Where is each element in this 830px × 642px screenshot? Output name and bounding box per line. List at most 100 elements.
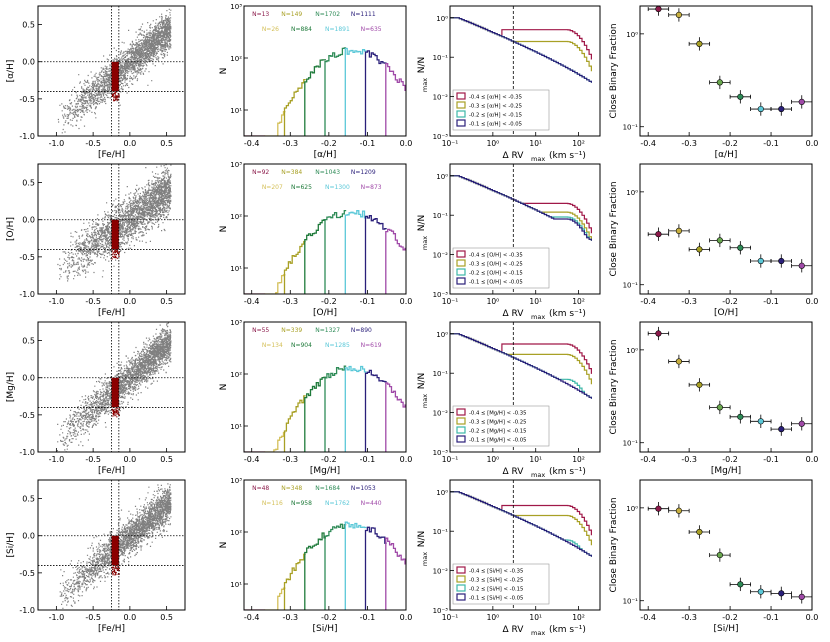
data-point bbox=[778, 426, 785, 433]
bin-count-label: N=1327 bbox=[315, 327, 340, 334]
legend-swatch bbox=[456, 435, 466, 443]
data-point bbox=[737, 244, 744, 251]
legend-label: -0.3 ≤ [Mg/H] < -0.25 bbox=[469, 420, 527, 426]
y-tick-label: 10⁻¹ bbox=[433, 212, 449, 220]
rv-curve bbox=[450, 491, 592, 536]
y-tick-label: 10⁻¹ bbox=[623, 282, 639, 290]
panel-alpha-element-vs-iron: -1.0 -1.0 -0.5 -0.5 0.0 0.0 0.5 0.5 [Fe/H] [α/H] bbox=[6, 5, 186, 160]
y-tick-label: 10⁰ bbox=[436, 331, 448, 339]
x-tick-label: -0.3 bbox=[282, 139, 298, 148]
y-tick-label: 10⁻² bbox=[433, 410, 449, 418]
x-tick-label: -0.5 bbox=[85, 297, 101, 306]
legend: -0.4 ≤ [α/H] < -0.35 -0.3 ≤ [α/H] < -0.25… bbox=[452, 89, 550, 131]
x-tick-label: -0.2 bbox=[321, 613, 337, 622]
y-tick-label: -0.5 bbox=[19, 411, 35, 420]
x-axis-label: [Mg/H] bbox=[310, 466, 340, 476]
x-tick-label: -0.3 bbox=[681, 139, 697, 148]
legend-box bbox=[452, 563, 550, 605]
data-point bbox=[798, 593, 805, 600]
y-tick-label: 0.5 bbox=[22, 495, 35, 504]
x-axis-label: Δ RV bbox=[503, 309, 525, 319]
x-axis-label: [α/H] bbox=[715, 150, 738, 160]
histogram-segment bbox=[364, 526, 387, 610]
data-point bbox=[757, 257, 764, 265]
data-point bbox=[696, 40, 703, 47]
x-axis-label-unit: (km s⁻¹) bbox=[549, 151, 586, 161]
panel-frame bbox=[639, 5, 813, 137]
y-tick-label: 10⁰ bbox=[626, 189, 638, 197]
y-tick-label: 10² bbox=[230, 55, 242, 63]
x-axis-label-unit: (km s⁻¹) bbox=[549, 309, 586, 319]
bin-count-label: N=1111 bbox=[351, 11, 376, 18]
y-axis-label-sub: max bbox=[421, 394, 429, 408]
bin-count-label: N=116 bbox=[262, 500, 283, 507]
y-tick-label: 10² bbox=[230, 371, 242, 379]
histogram-segment bbox=[385, 228, 406, 294]
bin-count-label: N=1684 bbox=[315, 485, 340, 492]
x-tick-label: -0.1 bbox=[763, 613, 779, 622]
rv-curve bbox=[450, 491, 592, 557]
histogram-segment bbox=[364, 215, 387, 294]
y-tick-label: 10⁻³ bbox=[433, 291, 449, 299]
data-point bbox=[757, 418, 764, 425]
x-axis-label-sub: max bbox=[531, 471, 545, 479]
y-tick-label: 0.5 bbox=[22, 179, 35, 188]
bin-count-label: N=635 bbox=[361, 26, 382, 33]
rv-curve bbox=[450, 17, 592, 83]
panel-frame bbox=[449, 163, 601, 295]
y-tick-label: 10² bbox=[230, 213, 242, 221]
x-axis-label-sub: max bbox=[531, 629, 545, 637]
y-tick-label: -0.5 bbox=[19, 253, 35, 262]
panel-O-binary-fraction: -0.4 -0.3 -0.2 -0.1 0.0 10⁻¹ 10⁰ [O/H] Close Bin… bbox=[609, 163, 818, 318]
y-tick-label: 10⁰ bbox=[626, 31, 638, 39]
data-point bbox=[778, 105, 785, 113]
panel-frame bbox=[243, 321, 407, 453]
panel-frame bbox=[639, 321, 813, 453]
y-axis-label: [α/H] bbox=[6, 60, 16, 83]
selection-box bbox=[111, 377, 119, 408]
x-axis-label: [α/H] bbox=[314, 150, 337, 160]
bin-count-label: N=890 bbox=[351, 327, 372, 334]
data-point bbox=[675, 11, 683, 19]
panel-alpha-binary-fraction: -0.4 -0.3 -0.2 -0.1 0.0 10⁻¹ 10⁰ [α/H] Close Bin… bbox=[609, 5, 818, 160]
x-tick-label: -0.4 bbox=[640, 297, 656, 306]
data-point bbox=[675, 358, 683, 365]
bin-count-label: N=873 bbox=[361, 184, 382, 191]
data-point bbox=[737, 581, 744, 588]
bin-count-label: N=625 bbox=[291, 184, 312, 191]
data-point bbox=[675, 227, 683, 234]
y-tick-label: 10⁰ bbox=[436, 173, 448, 181]
data-point bbox=[798, 420, 805, 427]
x-tick-label: -0.3 bbox=[681, 455, 697, 464]
y-tick-label: 10⁻¹ bbox=[623, 598, 639, 606]
legend-swatch bbox=[456, 584, 466, 592]
panel-plot-area bbox=[38, 6, 185, 136]
legend-label: -0.1 ≤ [Mg/H] < -0.05 bbox=[469, 438, 527, 444]
x-tick-label: 0.0 bbox=[124, 139, 137, 148]
panel-frame bbox=[243, 163, 407, 295]
x-tick-label: -0.4 bbox=[244, 139, 260, 148]
bin-count-label: N=339 bbox=[281, 327, 302, 334]
rv-curve bbox=[450, 333, 592, 399]
data-point bbox=[716, 404, 723, 411]
histogram-segment bbox=[283, 240, 306, 294]
legend-box bbox=[452, 89, 550, 131]
y-tick-label: 10⁰ bbox=[626, 505, 638, 513]
legend-swatch bbox=[456, 593, 466, 601]
rv-curve bbox=[450, 175, 592, 234]
legend-box bbox=[452, 247, 550, 289]
bin-count-label: N=13 bbox=[252, 11, 269, 18]
data-point bbox=[655, 505, 662, 512]
x-tick-label: 0.0 bbox=[400, 297, 413, 306]
y-tick-label: 0.5 bbox=[22, 21, 35, 30]
x-tick-label: -0.2 bbox=[321, 297, 337, 306]
legend-swatch bbox=[456, 250, 466, 258]
data-point bbox=[655, 330, 662, 337]
bin-count-label: N=1891 bbox=[325, 26, 350, 33]
x-axis-label: [Si/H] bbox=[713, 624, 738, 634]
selection-outliers bbox=[111, 565, 120, 576]
legend-swatch bbox=[456, 575, 466, 583]
histogram-segment bbox=[364, 369, 387, 452]
panel-O-cumulative-rv: -0.4 ≤ [O/H] < -0.35 -0.3 ≤ [O/H] < -0.25… bbox=[417, 163, 601, 321]
